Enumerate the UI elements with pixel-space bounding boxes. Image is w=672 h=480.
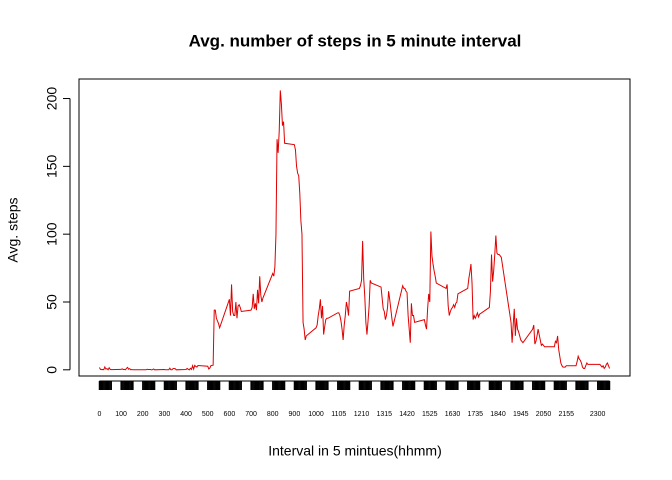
data-line	[98, 90, 611, 371]
x-tick-label: 1315	[376, 411, 392, 418]
x-tick-label: 600	[224, 411, 236, 418]
plot-box	[78, 78, 631, 377]
x-tick-label: 2155	[558, 411, 574, 418]
x-tick-label: 1735	[467, 411, 483, 418]
x-tick-label: 2300	[590, 411, 606, 418]
y-tick-label: 200	[44, 87, 60, 111]
x-tick-label: 500	[202, 411, 214, 418]
x-tick-label: 400	[180, 411, 192, 418]
x-tick-label: 1210	[354, 411, 370, 418]
x-tick-label: 1630	[445, 411, 461, 418]
x-tick-label: 1420	[399, 411, 415, 418]
x-tick-label: 900	[289, 411, 301, 418]
x-axis-label: Interval in 5 mintues(hhmm)	[268, 443, 442, 459]
x-tick-label: 1945	[513, 411, 529, 418]
x-tick-label: 0	[97, 411, 101, 418]
y-tick-label: 150	[44, 154, 60, 178]
y-tick-label: 50	[44, 294, 60, 310]
chart-title: Avg. number of steps in 5 minute interva…	[189, 31, 522, 50]
y-tick-label: 0	[44, 366, 60, 374]
x-tick-label: 1000	[308, 411, 324, 418]
y-axis-label: Avg. steps	[5, 197, 21, 262]
x-tick-label: 1105	[331, 411, 346, 418]
x-tick-label: 200	[137, 411, 149, 418]
x-tick-label: 800	[267, 411, 279, 418]
x-tick-label: 2050	[536, 411, 552, 418]
x-tick-label: 100	[115, 411, 127, 418]
y-tick-label: 100	[44, 222, 60, 246]
x-tick-label: 1525	[422, 411, 438, 418]
x-tick-label: 300	[159, 411, 171, 418]
x-tick-label: 700	[245, 411, 257, 418]
x-tick-label: 1840	[490, 411, 506, 418]
